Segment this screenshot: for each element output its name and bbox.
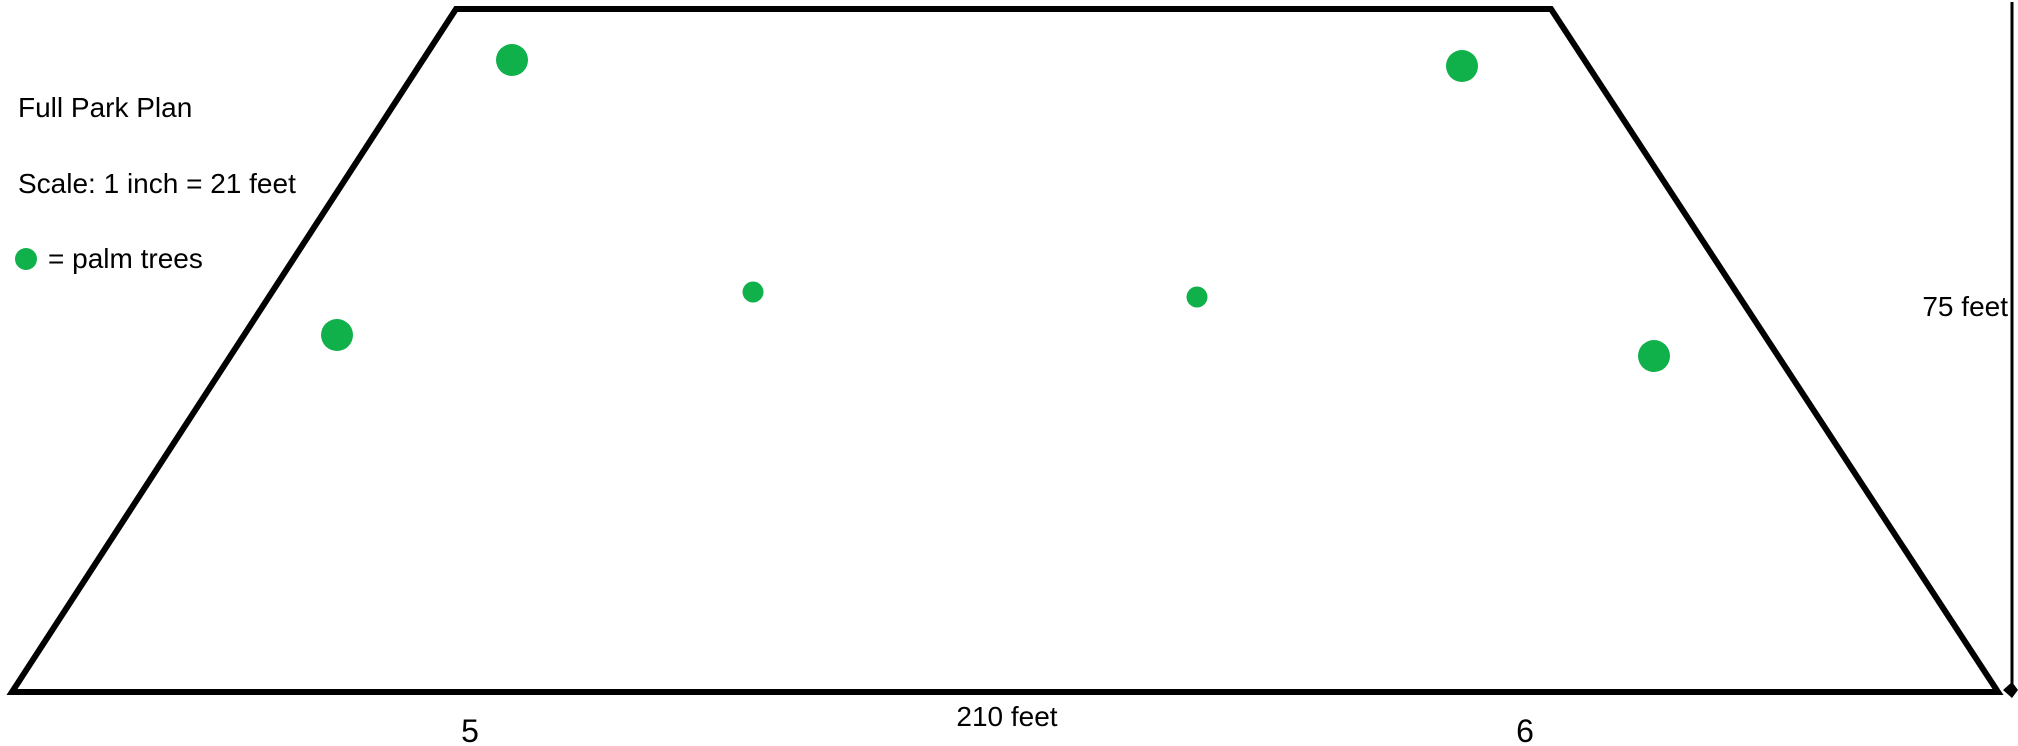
palm-tree-icon bbox=[496, 44, 528, 76]
plan-title: Full Park Plan bbox=[18, 92, 192, 123]
height-label: 75 feet bbox=[1922, 291, 2008, 322]
palm-tree-icon bbox=[742, 281, 764, 303]
height-dimension: 75 feet bbox=[1922, 2, 2018, 698]
corner-label-right: 6 bbox=[1516, 713, 1534, 746]
corner-label-left: 5 bbox=[461, 713, 479, 746]
park-boundary bbox=[6, 5, 2004, 695]
palm-tree-icon bbox=[1186, 286, 1208, 308]
legend: Full Park Plan Scale: 1 inch = 21 feet =… bbox=[15, 92, 296, 274]
legend-palm-tree-label: = palm trees bbox=[48, 243, 203, 274]
height-arrowhead-bottom-icon bbox=[2003, 682, 2018, 698]
scale-label: Scale: 1 inch = 21 feet bbox=[18, 168, 296, 199]
palm-tree-icon bbox=[1446, 50, 1478, 82]
palm-trees bbox=[321, 44, 1670, 372]
palm-tree-icon bbox=[1638, 340, 1670, 372]
legend-palm-tree-icon bbox=[15, 248, 37, 270]
palm-tree-icon bbox=[321, 319, 353, 351]
base-length-label: 210 feet bbox=[956, 701, 1057, 732]
